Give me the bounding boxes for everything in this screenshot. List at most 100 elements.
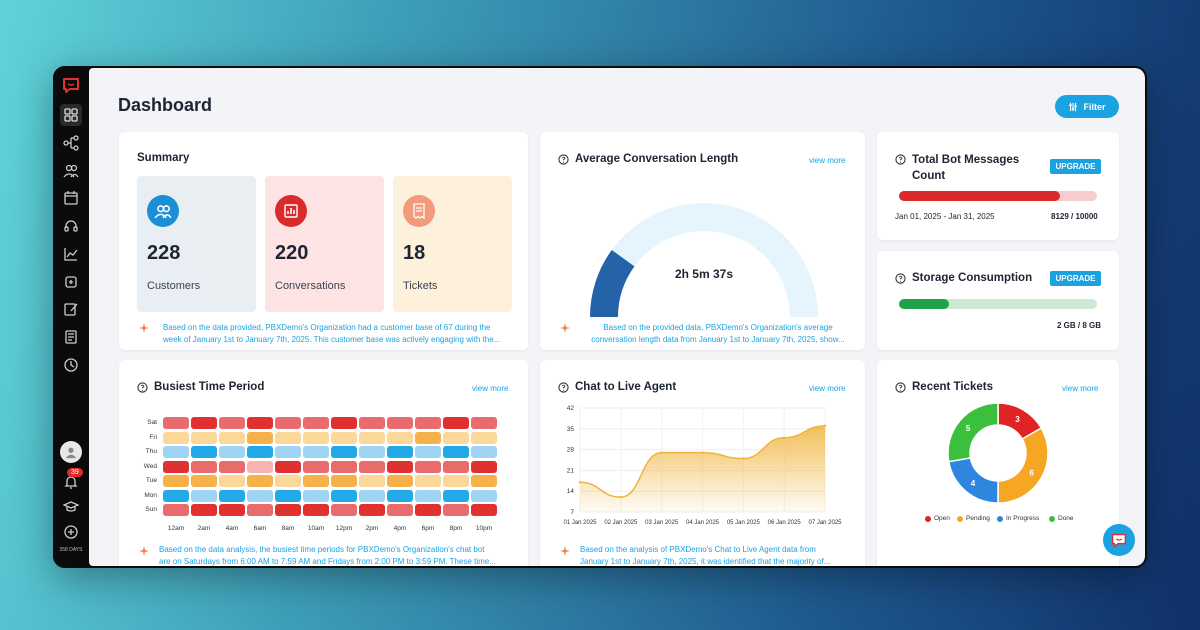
avatar[interactable] — [60, 441, 82, 463]
heatmap-cell[interactable] — [303, 417, 329, 429]
heatmap-cell[interactable] — [387, 460, 413, 473]
heatmap-cell[interactable] — [219, 475, 245, 487]
heatmap-cell[interactable] — [163, 446, 189, 458]
heatmap-cell[interactable] — [219, 417, 245, 429]
legend-item[interactable]: In Progress — [997, 515, 1039, 522]
busiest-time-view-more[interactable]: view more — [472, 384, 509, 393]
data-point[interactable] — [619, 495, 623, 499]
history-icon[interactable] — [60, 354, 82, 376]
calendar-icon[interactable] — [60, 187, 82, 209]
heatmap-cell[interactable] — [331, 460, 357, 473]
heatmap-cell[interactable] — [387, 431, 413, 444]
heatmap-cell[interactable] — [443, 475, 469, 487]
heatmap-cell[interactable] — [163, 475, 189, 487]
heatmap-cell[interactable] — [275, 446, 301, 458]
heatmap-cell[interactable] — [247, 431, 273, 444]
data-point[interactable] — [742, 457, 745, 460]
heatmap-cell[interactable] — [331, 489, 357, 502]
heatmap-cell[interactable] — [331, 504, 357, 516]
legend-item[interactable]: Done — [1049, 515, 1074, 522]
graduation-cap-icon[interactable] — [60, 496, 82, 518]
heatmap-cell[interactable] — [191, 417, 217, 429]
grid-icon[interactable] — [60, 104, 82, 126]
heatmap-cell[interactable] — [219, 489, 245, 502]
heatmap-cell[interactable] — [331, 417, 357, 429]
heatmap-cell[interactable] — [163, 417, 189, 429]
data-point[interactable] — [578, 481, 582, 484]
heatmap-cell[interactable] — [275, 489, 301, 502]
tools-icon[interactable] — [60, 271, 82, 293]
help-icon[interactable] — [895, 154, 906, 165]
heatmap-cell[interactable] — [247, 460, 273, 473]
heatmap-cell[interactable] — [415, 431, 441, 444]
chart-icon[interactable] — [60, 243, 82, 265]
avg-conversation-view-more[interactable]: view more — [809, 156, 846, 165]
help-icon[interactable] — [895, 273, 906, 284]
heatmap-cell[interactable] — [163, 489, 189, 502]
bell-icon[interactable] — [60, 471, 82, 493]
heatmap-cell[interactable] — [415, 504, 441, 516]
heatmap-cell[interactable] — [219, 460, 245, 473]
heatmap-cell[interactable] — [359, 431, 385, 444]
help-icon[interactable] — [558, 154, 569, 165]
heatmap-cell[interactable] — [303, 460, 329, 473]
heatmap-cell[interactable] — [471, 460, 497, 473]
heatmap-cell[interactable] — [303, 489, 329, 502]
heatmap-cell[interactable] — [163, 504, 189, 516]
heatmap-cell[interactable] — [443, 460, 469, 473]
heatmap-cell[interactable] — [387, 475, 413, 487]
heatmap-cell[interactable] — [443, 417, 469, 429]
heatmap-cell[interactable] — [247, 504, 273, 516]
heatmap-cell[interactable] — [387, 446, 413, 458]
heatmap-cell[interactable] — [191, 489, 217, 502]
heatmap-cell[interactable] — [303, 446, 329, 458]
bot-messages-upgrade-button[interactable]: UPGRADE — [1050, 159, 1101, 174]
heatmap-cell[interactable] — [331, 475, 357, 487]
legend-item[interactable]: Pending — [957, 515, 990, 522]
heatmap-cell[interactable] — [275, 475, 301, 487]
data-point[interactable] — [660, 451, 663, 454]
help-icon[interactable] — [137, 382, 148, 393]
heatmap-cell[interactable] — [219, 504, 245, 516]
heatmap-cell[interactable] — [191, 504, 217, 516]
data-point[interactable] — [823, 424, 827, 428]
heatmap-cell[interactable] — [471, 431, 497, 444]
book-icon[interactable] — [60, 326, 82, 348]
heatmap-cell[interactable] — [247, 475, 273, 487]
heatmap-cell[interactable] — [359, 460, 385, 473]
heatmap-cell[interactable] — [275, 504, 301, 516]
heatmap-cell[interactable] — [247, 446, 273, 458]
help-icon[interactable] — [558, 382, 569, 393]
heatmap-cell[interactable] — [359, 489, 385, 502]
heatmap-cell[interactable] — [275, 431, 301, 444]
recent-tickets-view-more[interactable]: view more — [1062, 384, 1099, 393]
heatmap-cell[interactable] — [163, 460, 189, 473]
heatmap-cell[interactable] — [443, 446, 469, 458]
heatmap-cell[interactable] — [191, 431, 217, 444]
chat-live-agent-view-more[interactable]: view more — [809, 384, 846, 393]
heatmap-cell[interactable] — [303, 504, 329, 516]
heatmap-cell[interactable] — [387, 504, 413, 516]
add-icon[interactable] — [60, 521, 82, 543]
data-point[interactable] — [701, 451, 704, 454]
filter-button[interactable]: Filter — [1055, 95, 1119, 118]
heatmap-cell[interactable] — [275, 417, 301, 429]
heatmap-cell[interactable] — [415, 446, 441, 458]
heatmap-cell[interactable] — [191, 475, 217, 487]
headset-icon[interactable] — [60, 215, 82, 237]
heatmap-cell[interactable] — [275, 460, 301, 473]
heatmap-cell[interactable] — [359, 504, 385, 516]
users-icon[interactable] — [60, 160, 82, 182]
heatmap-cell[interactable] — [359, 417, 385, 429]
heatmap-cell[interactable] — [359, 446, 385, 458]
heatmap-cell[interactable] — [443, 489, 469, 502]
heatmap-cell[interactable] — [443, 504, 469, 516]
heatmap-cell[interactable] — [247, 417, 273, 429]
heatmap-cell[interactable] — [415, 417, 441, 429]
heatmap-cell[interactable] — [303, 431, 329, 444]
heatmap-cell[interactable] — [443, 431, 469, 444]
legend-item[interactable]: Open — [925, 515, 950, 522]
heatmap-cell[interactable] — [191, 446, 217, 458]
donut-slice-done[interactable] — [947, 402, 999, 463]
app-logo-icon[interactable] — [60, 74, 82, 96]
